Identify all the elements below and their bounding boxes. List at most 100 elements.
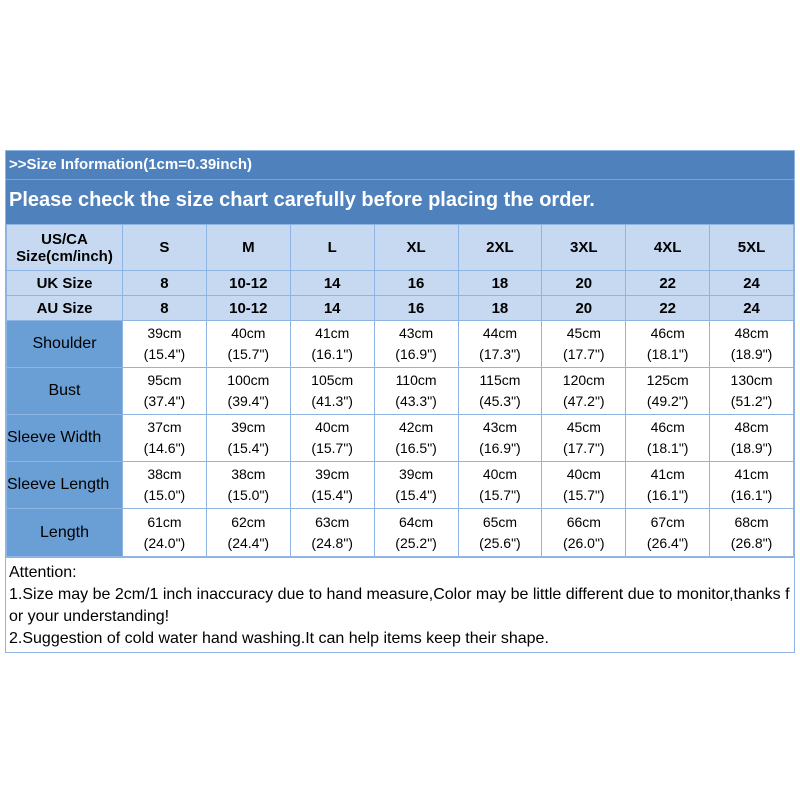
size-cell: 24: [709, 295, 794, 321]
measure-cell: 43cm (16.9"): [373, 320, 459, 368]
inch-value: (15.4"): [143, 346, 186, 362]
inch-value: (24.4"): [227, 534, 270, 551]
cm-value: 40cm: [482, 466, 518, 482]
size-cell: 2XL: [457, 224, 543, 271]
measure-cell: 48cm (18.9"): [709, 320, 794, 368]
size-cell: 5XL: [709, 224, 794, 271]
inch-value: (26.0"): [563, 534, 605, 551]
label-line: US/CA: [41, 230, 88, 248]
size-cell: 18: [457, 295, 543, 321]
size-row-label: AU Size: [6, 295, 123, 321]
cm-value: 45cm: [566, 419, 601, 435]
inch-value: (41.3"): [311, 393, 353, 409]
inch-value: (47.2"): [563, 393, 605, 409]
measure-cell: 42cm (16.5"): [373, 414, 459, 462]
size-cell: 10-12: [205, 270, 291, 296]
measure-cell: 38cm (15.0"): [205, 461, 291, 509]
measure-cell: 40cm (15.7"): [541, 461, 627, 509]
inch-value: (24.0"): [143, 534, 186, 551]
size-cell: 20: [541, 295, 627, 321]
cm-value: 66cm: [566, 513, 601, 530]
header: >>Size Information(1cm=0.39inch) Please …: [6, 151, 794, 224]
cm-value: 95cm: [147, 372, 182, 388]
measure-row: Shoulder 39cm (15.4") 40cm (15.7") 41cm (16.1"…: [6, 320, 794, 368]
inch-value: (45.3"): [479, 393, 521, 409]
measure-cell: 39cm (15.4"): [205, 414, 291, 462]
inch-value: (15.0"): [227, 487, 270, 503]
label-line: AU Size: [36, 299, 93, 317]
cm-value: 48cm: [734, 419, 769, 435]
measure-cell: 68cm (26.8"): [709, 508, 794, 557]
size-row: UK Size 8 10-12 14 16 18 20 22 24: [6, 270, 794, 296]
measure-cell: 67cm (26.4"): [625, 508, 711, 557]
inch-value: (43.3"): [395, 393, 437, 409]
size-cell: 22: [625, 295, 711, 321]
notes-heading: Attention:: [9, 564, 77, 581]
cm-value: 45cm: [566, 325, 601, 341]
measure-cell: 39cm (15.4"): [289, 461, 375, 509]
inch-value: (16.1"): [311, 346, 353, 362]
cm-value: 43cm: [398, 325, 434, 341]
size-cell: 3XL: [541, 224, 627, 271]
size-cell: 24: [709, 270, 794, 296]
inch-value: (51.2"): [730, 393, 773, 409]
cm-value: 67cm: [650, 513, 685, 530]
measure-label: Sleeve Length: [6, 461, 123, 509]
measure-cell: 41cm (16.1"): [625, 461, 711, 509]
measure-cell: 43cm (16.9"): [457, 414, 543, 462]
size-cell: 20: [541, 270, 627, 296]
cm-value: 62cm: [231, 513, 266, 530]
cm-value: 40cm: [231, 325, 266, 341]
inch-value: (18.1"): [646, 346, 689, 362]
info-line: >>Size Information(1cm=0.39inch): [9, 156, 252, 173]
inch-value: (18.9"): [730, 346, 773, 362]
measure-cell: 100cm (39.4"): [205, 367, 291, 415]
measure-row: Sleeve Width 37cm (14.6") 39cm (15.4") 40cm (1…: [6, 414, 794, 462]
inch-value: (16.1"): [646, 487, 689, 503]
size-cell: S: [122, 224, 207, 271]
inch-value: (18.1"): [646, 440, 689, 456]
measure-cell: 63cm (24.8"): [289, 508, 375, 557]
size-row-label: UK Size: [6, 270, 123, 296]
cm-value: 61cm: [147, 513, 182, 530]
measure-cell: 41cm (16.1"): [289, 320, 375, 368]
measure-cell: 39cm (15.4"): [122, 320, 207, 368]
cm-value: 40cm: [315, 419, 350, 435]
cm-value: 39cm: [231, 419, 266, 435]
measure-row: Sleeve Length 38cm (15.0") 38cm (15.0") 39cm (…: [6, 461, 794, 509]
cm-value: 39cm: [315, 466, 350, 482]
note-item: 2.Suggestion of cold water hand washing.…: [9, 630, 549, 647]
measure-cell: 62cm (24.4"): [205, 508, 291, 557]
size-cell: 8: [122, 270, 207, 296]
inch-value: (15.7"): [227, 346, 270, 362]
size-row-label: US/CA Size(cm/inch): [6, 224, 123, 271]
measure-cell: 105cm (41.3"): [289, 367, 375, 415]
inch-value: (39.4"): [227, 393, 270, 409]
size-cell: M: [205, 224, 291, 271]
cm-value: 40cm: [566, 466, 601, 482]
cm-value: 37cm: [147, 419, 182, 435]
inch-value: (49.2"): [646, 393, 689, 409]
inch-value: (15.7"): [563, 487, 605, 503]
cm-value: 110cm: [395, 372, 437, 388]
measure-cell: 37cm (14.6"): [122, 414, 207, 462]
measure-row: Length 61cm (24.0") 62cm (24.4") 63cm (24.8") 6…: [6, 508, 794, 557]
measure-cell: 110cm (43.3"): [373, 367, 459, 415]
inch-value: (16.9"): [395, 346, 437, 362]
inch-value: (37.4"): [143, 393, 186, 409]
cm-value: 100cm: [227, 372, 270, 388]
inch-value: (18.9"): [730, 440, 773, 456]
notice: Please check the size chart carefully be…: [6, 179, 794, 224]
inch-value: (16.9"): [479, 440, 521, 456]
inch-value: (25.2"): [395, 534, 437, 551]
measure-cell: 45cm (17.7"): [541, 320, 627, 368]
size-sheet: >>Size Information(1cm=0.39inch) Please …: [5, 150, 795, 653]
cm-value: 63cm: [315, 513, 350, 530]
measure-label: Bust: [6, 367, 123, 415]
inch-value: (15.7"): [311, 440, 353, 456]
measure-row: Bust 95cm (37.4") 100cm (39.4") 105cm (41.3") 1…: [6, 367, 794, 415]
inch-value: (24.8"): [311, 534, 353, 551]
measure-cell: 45cm (17.7"): [541, 414, 627, 462]
size-row: US/CA Size(cm/inch) S M L XL 2XL 3XL 4XL 5XL: [6, 224, 794, 271]
